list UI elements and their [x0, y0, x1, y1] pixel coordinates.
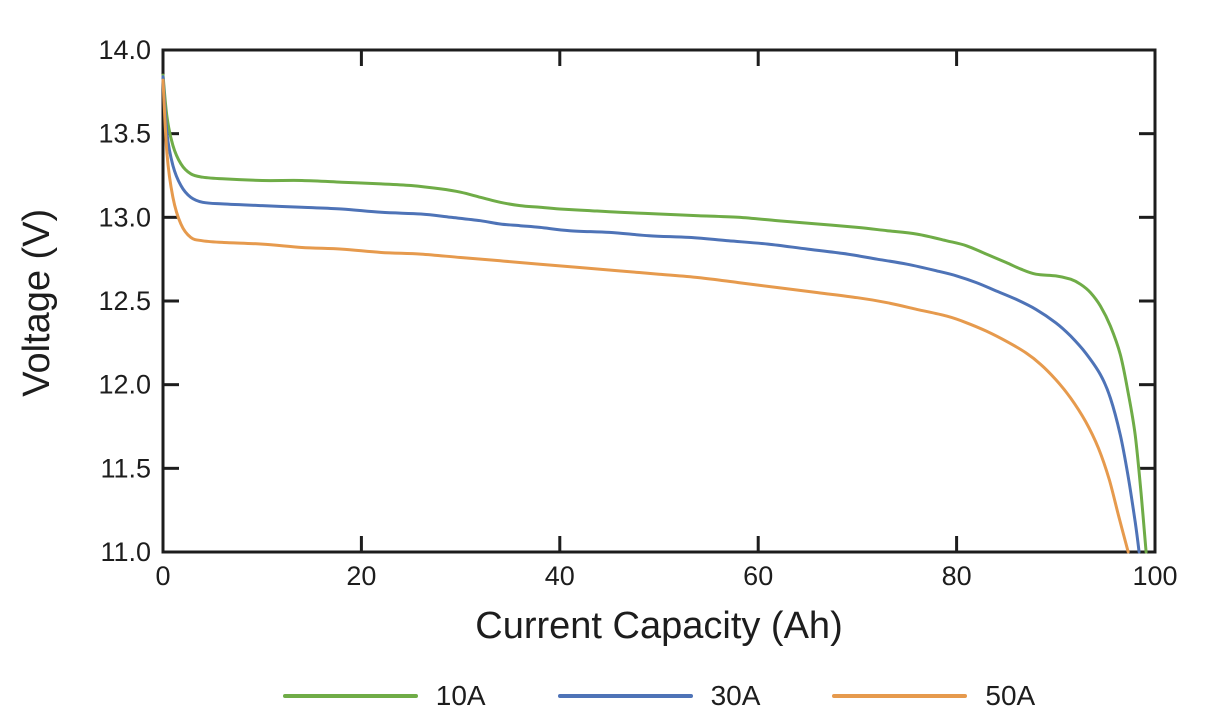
y-tick-label: 13.0: [98, 202, 151, 232]
x-tick-label: 20: [346, 561, 376, 591]
series-curve-10A: [161, 73, 1148, 554]
legend-item-30A: 30A: [557, 680, 761, 711]
legend: 10A 30A 50A: [163, 678, 1155, 713]
legend-label-30A: 30A: [710, 680, 761, 711]
axes-frame: [161, 48, 1157, 554]
x-tick-label: 60: [743, 561, 773, 591]
x-tick-label: 40: [545, 561, 575, 591]
legend-label-10A: 10A: [435, 680, 486, 711]
series-curve-50A: [161, 78, 1130, 554]
y-axis-title: Voltage (V): [16, 208, 59, 397]
x-tick-label: 80: [942, 561, 972, 591]
legend-line-swatch-30A: [557, 694, 693, 698]
series-curve-30A: [161, 75, 1141, 554]
y-tick-label: 13.5: [98, 119, 151, 149]
legend-line-swatch-10A: [282, 694, 418, 698]
x-tick-label: 100: [1132, 561, 1177, 591]
y-tick-label: 12.0: [98, 370, 151, 400]
legend-item-10A: 10A: [282, 680, 486, 711]
legend-item-50A: 50A: [832, 682, 1035, 710]
y-tick-label: 11.0: [100, 537, 151, 567]
y-tick-label: 11.5: [100, 453, 151, 483]
x-tick-label: 0: [155, 561, 170, 591]
y-tick-label: 14.0: [98, 35, 151, 65]
legend-label-50A: 50A: [985, 680, 1036, 711]
x-axis-title: Current Capacity (Ah): [475, 605, 843, 647]
y-tick-label: 12.5: [98, 286, 151, 316]
legend-line-swatch-50A: [832, 694, 968, 698]
